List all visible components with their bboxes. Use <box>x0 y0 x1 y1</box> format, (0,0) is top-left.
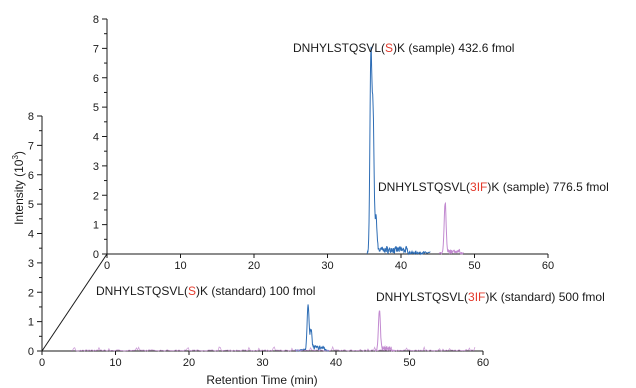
sample-x-tick-label: 60 <box>542 260 554 272</box>
standard-x-tick-label: 10 <box>109 357 121 369</box>
sample-x-tick-label: 0 <box>104 260 110 272</box>
sample-x-tick-label: 10 <box>174 260 186 272</box>
sample-x-tick-label: 20 <box>248 260 260 272</box>
sample-y-tick-label: 4 <box>93 132 99 144</box>
standard-y-tick-label: 6 <box>28 170 34 182</box>
standard-y-tick-label: 3 <box>28 258 34 270</box>
standard-x-tick-label: 30 <box>256 357 268 369</box>
annotation-sample-labeled: DNHYLSTQSVL(3IF)K (sample) 776.5 fmol <box>378 180 609 194</box>
sample-y-tick-label: 5 <box>93 102 99 114</box>
standard-x-tick-label: 20 <box>183 357 195 369</box>
standard-series-0-trace <box>295 304 330 352</box>
sample-series-1-trace <box>438 201 464 255</box>
standard-x-tick-label: 50 <box>403 357 415 369</box>
sample-y-tick-label: 1 <box>93 220 99 232</box>
standard-x-tick-label: 60 <box>477 357 489 369</box>
standard-y-tick-label: 7 <box>28 140 34 152</box>
standard-y-tick-label: 0 <box>28 346 34 358</box>
sample-y-tick-label: 2 <box>93 190 99 202</box>
annotation-sample-native: DNHYLSTQSVL(S)K (sample) 432.6 fmol <box>293 41 514 55</box>
sample-y-tick-label: 8 <box>93 14 99 26</box>
perspective-connector <box>41 253 108 352</box>
standard-y-tick-label: 5 <box>28 199 34 211</box>
sample-y-tick-label: 3 <box>93 161 99 173</box>
standard-y-tick-label: 8 <box>28 111 34 123</box>
standard-y-tick-label: 1 <box>28 317 34 329</box>
standard-y-tick-label: 2 <box>28 287 34 299</box>
sample-x-tick-label: 50 <box>468 260 480 272</box>
standard-series-1-trace <box>374 310 396 352</box>
sample-y-tick-label: 0 <box>93 249 99 261</box>
standard-x-tick-label: 40 <box>330 357 342 369</box>
annotation-standard-labeled: DNHYLSTQSVL(3IF)K (standard) 500 fmol <box>376 290 605 304</box>
annotation-standard-native: DNHYLSTQSVL(S)K (standard) 100 fmol <box>96 284 315 298</box>
standard-y-tick-label: 4 <box>28 229 34 241</box>
sample-x-tick-label: 30 <box>321 260 333 272</box>
sample-y-tick-label: 6 <box>93 73 99 85</box>
sample-y-tick-label: 7 <box>93 43 99 55</box>
sample-x-tick-label: 40 <box>395 260 407 272</box>
y-axis-title: Intensity (103) <box>11 151 26 225</box>
standard-x-tick-label: 0 <box>39 357 45 369</box>
x-axis-title: Retention Time (min) <box>206 373 317 387</box>
standard-baseline-trace <box>71 345 476 352</box>
sample-series-0-trace <box>366 46 431 256</box>
